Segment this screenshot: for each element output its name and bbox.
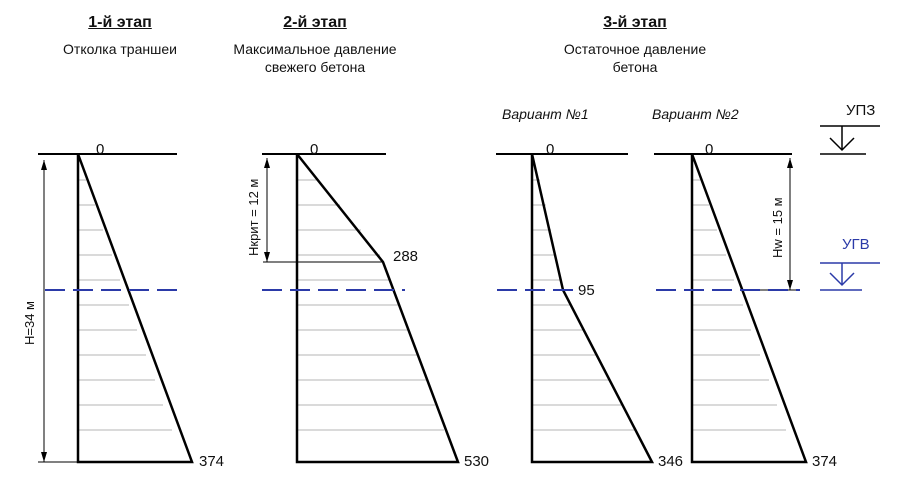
d2-top-value: 0 [310,141,319,158]
ups-label: УПЗ [846,102,876,119]
stage-2-subtitle-line-1: Максимальное давление [233,41,397,57]
ugv-label: УГВ [842,236,870,253]
variant-2-label: Вариант №2 [652,106,739,122]
d1-top-value: 0 [96,141,105,158]
stage-3-title: 3-й этап [603,14,667,31]
ugv-level-marker [820,262,880,291]
diagram-stage-2 [262,153,460,464]
d1-bottom-value: 374 [199,453,225,470]
stage-1-subtitle-line-1: Отколка траншеи [63,41,177,57]
stage-1-title: 1-й этап [88,14,152,31]
variant-1-label: Вариант №1 [502,106,589,122]
ups-level-marker [820,125,880,155]
stage-3-subtitle-line-1: Остаточное давление [563,41,707,57]
d3-mid-value: 95 [578,282,595,299]
dimension-h-label: Н=34 м [22,301,37,345]
diagram-stage-1 [38,153,194,464]
dimension-hw-label: Нw = 15 м [770,197,785,258]
dimension-hcrit-label: Нкрит = 12 м [246,178,261,256]
diagram-stage-3-variant-2 [654,153,808,464]
stage-2-title: 2-й этап [283,14,347,31]
stage-3-subtitle-line-2: бетона [612,59,658,75]
diagram-stage-3-variant-1 [496,153,655,464]
d4-bottom-value: 374 [812,453,838,470]
d2-bottom-value: 530 [464,453,490,470]
d3-bottom-value: 346 [658,453,684,470]
d2-mid-value: 288 [393,248,419,265]
d4-top-value: 0 [705,141,714,158]
d3-top-value: 0 [546,141,555,158]
stage-2-subtitle-line-2: свежего бетона [264,59,366,75]
